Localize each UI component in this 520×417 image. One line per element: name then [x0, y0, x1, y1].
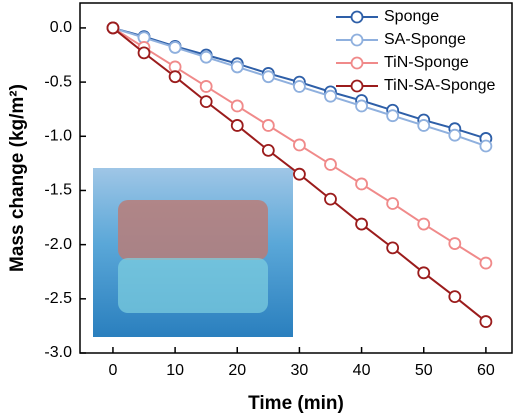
legend-marker: [350, 33, 364, 47]
data-point: [479, 315, 493, 328]
data-point: [479, 256, 493, 270]
data-point: [448, 128, 462, 142]
y-tick-label: -2.0: [44, 236, 72, 253]
data-point: [324, 192, 337, 206]
legend-label: SA-Sponge: [384, 31, 466, 48]
data-point: [230, 60, 244, 74]
y-tick-label: -0.5: [44, 73, 72, 90]
data-point: [324, 158, 337, 171]
legend-label: TiN-SA-Sponge: [384, 77, 496, 94]
data-point: [261, 119, 275, 132]
legend-marker: [350, 10, 364, 24]
data-point: [386, 109, 400, 123]
data-point: [324, 89, 337, 103]
data-point: [199, 50, 213, 64]
data-point: [199, 80, 213, 93]
x-tick-label: 0: [108, 362, 117, 379]
y-axis-title: Mass change (kg/m²): [7, 84, 28, 272]
data-point: [448, 290, 462, 304]
x-tick-label: 40: [353, 362, 371, 379]
data-point: [417, 266, 431, 280]
data-point: [355, 99, 368, 113]
data-point: [417, 217, 431, 231]
data-point: [386, 197, 400, 210]
data-point: [261, 70, 275, 84]
legend-marker: [350, 79, 364, 93]
data-point: [168, 70, 182, 84]
data-point: [230, 99, 244, 113]
data-point: [199, 95, 213, 109]
data-point: [137, 46, 151, 60]
data-point: [448, 237, 462, 250]
data-point: [106, 21, 120, 35]
data-point: [168, 41, 182, 54]
x-tick-label: 30: [291, 362, 309, 379]
data-point: [293, 167, 306, 181]
x-tick-label: 50: [415, 362, 433, 379]
x-tick-label: 20: [228, 362, 246, 379]
x-tick-label: 60: [477, 362, 495, 379]
x-axis-title: Time (min): [248, 393, 344, 414]
data-point: [479, 139, 493, 153]
legend-label: Sponge: [384, 8, 439, 25]
plot-frame: [79, 2, 513, 354]
inset-photo: [93, 168, 293, 337]
data-point: [355, 177, 368, 191]
legend-marker: [350, 56, 364, 70]
y-tick-label: -2.5: [44, 290, 72, 307]
y-tick-label: -1.0: [44, 128, 72, 145]
legend-label: TiN-Sponge: [384, 54, 469, 71]
data-point: [261, 143, 275, 157]
x-tick-label: 10: [166, 362, 184, 379]
data-point: [293, 80, 306, 93]
data-point: [386, 241, 400, 255]
y-tick-label: -3.0: [44, 344, 72, 361]
data-point: [417, 119, 431, 132]
data-point: [293, 138, 306, 152]
data-point: [230, 119, 244, 132]
y-tick-label: 0.0: [50, 19, 72, 36]
y-tick-label: -1.5: [44, 182, 72, 199]
data-point: [355, 217, 368, 231]
